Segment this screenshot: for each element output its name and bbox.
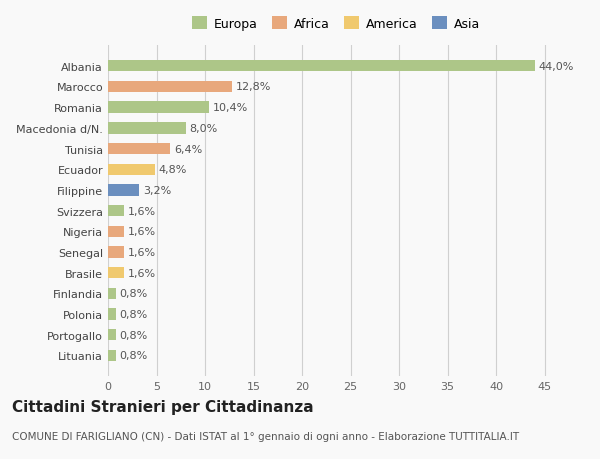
Bar bbox=[108, 309, 116, 320]
Bar bbox=[108, 185, 139, 196]
Legend: Europa, Africa, America, Asia: Europa, Africa, America, Asia bbox=[190, 15, 482, 33]
Text: 1,6%: 1,6% bbox=[127, 227, 155, 237]
Bar bbox=[108, 288, 116, 299]
Bar bbox=[108, 350, 116, 361]
Text: 0,8%: 0,8% bbox=[119, 330, 148, 340]
Text: 1,6%: 1,6% bbox=[127, 247, 155, 257]
Text: 44,0%: 44,0% bbox=[539, 62, 574, 72]
Bar bbox=[108, 226, 124, 237]
Bar bbox=[108, 61, 535, 72]
Bar bbox=[108, 268, 124, 279]
Bar bbox=[108, 82, 232, 93]
Text: 3,2%: 3,2% bbox=[143, 185, 171, 196]
Text: 1,6%: 1,6% bbox=[127, 268, 155, 278]
Text: 4,8%: 4,8% bbox=[158, 165, 187, 175]
Bar bbox=[108, 144, 170, 155]
Text: 0,8%: 0,8% bbox=[119, 309, 148, 319]
Text: 10,4%: 10,4% bbox=[213, 103, 248, 113]
Bar bbox=[108, 164, 155, 175]
Text: 0,8%: 0,8% bbox=[119, 289, 148, 299]
Text: 1,6%: 1,6% bbox=[127, 206, 155, 216]
Bar bbox=[108, 206, 124, 217]
Text: 8,0%: 8,0% bbox=[190, 123, 218, 134]
Bar bbox=[108, 102, 209, 113]
Text: 12,8%: 12,8% bbox=[236, 82, 271, 92]
Text: 6,4%: 6,4% bbox=[174, 144, 202, 154]
Text: 0,8%: 0,8% bbox=[119, 351, 148, 361]
Bar bbox=[108, 330, 116, 341]
Bar bbox=[108, 247, 124, 258]
Text: Cittadini Stranieri per Cittadinanza: Cittadini Stranieri per Cittadinanza bbox=[12, 399, 314, 414]
Text: COMUNE DI FARIGLIANO (CN) - Dati ISTAT al 1° gennaio di ogni anno - Elaborazione: COMUNE DI FARIGLIANO (CN) - Dati ISTAT a… bbox=[12, 431, 519, 442]
Bar bbox=[108, 123, 185, 134]
